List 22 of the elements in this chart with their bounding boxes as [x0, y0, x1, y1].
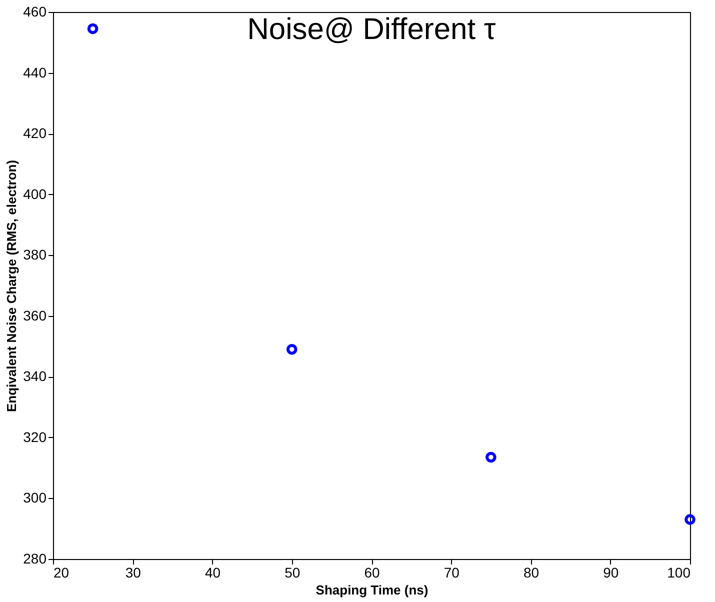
x-tick-label: 80 — [523, 564, 540, 580]
y-tick-label: 340 — [23, 368, 47, 384]
x-tick-label: 60 — [364, 564, 380, 580]
x-tick-label: 50 — [284, 564, 300, 580]
y-axis-title: Enqivalent Noise Charge (RMS, electron) — [4, 160, 20, 412]
y-tick-label: 440 — [23, 64, 47, 80]
y-tick-label: 400 — [23, 186, 47, 202]
x-tick-label: 30 — [125, 564, 142, 580]
x-axis-title: Shaping Time (ns) — [316, 582, 428, 598]
y-tick-label: 420 — [23, 125, 47, 142]
x-tick-label: 40 — [204, 564, 221, 580]
y-tick-label: 300 — [23, 490, 47, 506]
chart-title: Noise@ Different τ — [247, 13, 496, 46]
x-tick-label: 100 — [667, 564, 691, 580]
y-tick-label: 320 — [23, 428, 47, 445]
x-tick-label: 20 — [54, 564, 70, 580]
y-tick-label: 360 — [23, 307, 47, 324]
x-tick-label: 70 — [444, 564, 460, 580]
y-tick-label: 280 — [23, 550, 47, 566]
y-tick-label: 460 — [23, 4, 47, 20]
x-tick-label: 90 — [603, 564, 619, 580]
y-tick-label: 380 — [23, 246, 47, 263]
